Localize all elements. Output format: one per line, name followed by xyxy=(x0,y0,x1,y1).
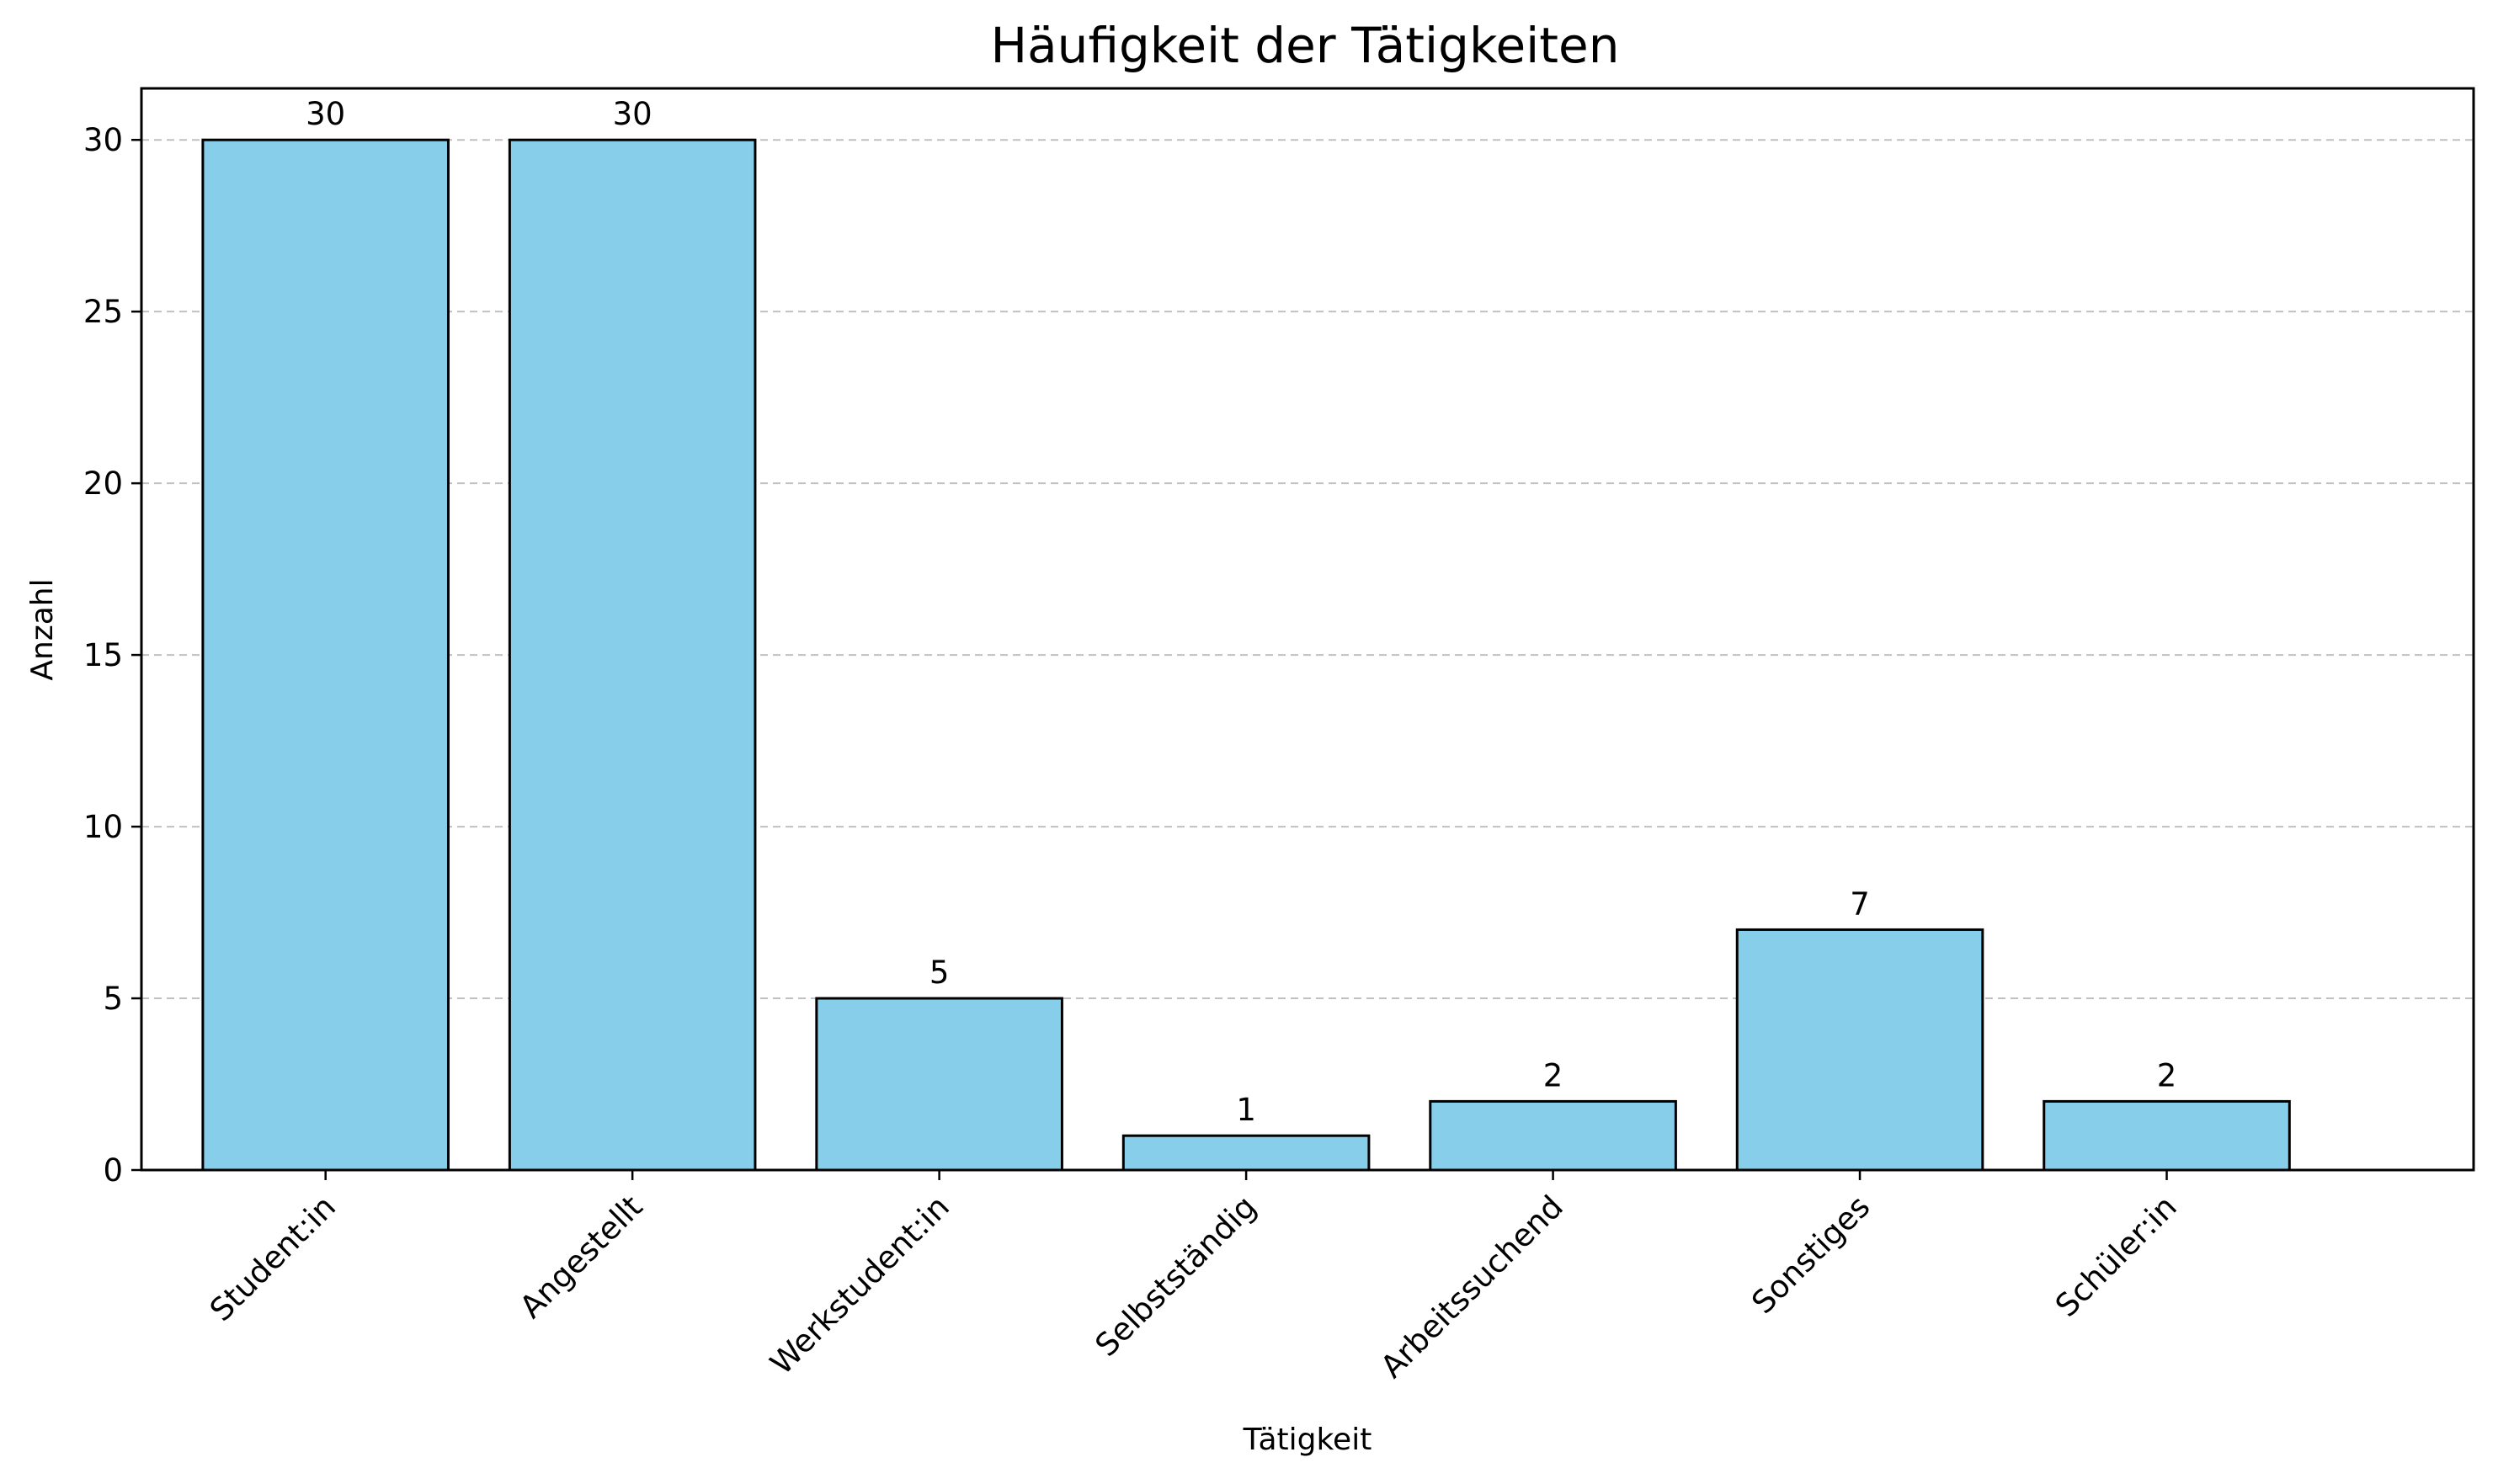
grid-lines xyxy=(141,139,2474,1000)
data-label: 30 xyxy=(613,96,652,132)
plot-frame xyxy=(140,87,2475,1172)
x-tick-label: Arbeitssuchend xyxy=(1374,1189,1570,1385)
x-tick-label: Schüler:in xyxy=(2048,1189,2184,1324)
x-axis-label: Tätigkeit xyxy=(1243,1423,1372,1457)
data-label: 2 xyxy=(2157,1057,2177,1093)
y-axis-ticks: 0 5 10 15 20 25 30 xyxy=(83,122,141,1189)
data-label: 2 xyxy=(1543,1057,1563,1093)
y-tick-label: 10 xyxy=(83,809,123,845)
x-tick-label: Werkstudent:in xyxy=(764,1189,956,1381)
y-tick-label: 20 xyxy=(83,465,123,502)
x-tick-label: Sonstiges xyxy=(1744,1189,1877,1321)
data-label: 30 xyxy=(306,96,345,132)
bars xyxy=(201,138,2291,1172)
data-label: 1 xyxy=(1236,1092,1256,1128)
bar xyxy=(1121,1134,1371,1172)
data-label: 5 xyxy=(929,955,950,991)
y-tick-label: 15 xyxy=(83,637,123,673)
y-tick-label: 5 xyxy=(103,981,123,1017)
chart-title: Häufigkeit der Tätigkeiten xyxy=(991,17,1620,74)
data-label: 7 xyxy=(1850,886,1870,922)
x-axis-ticks: Student:in Angestellt Werkstudent:in Selbst… xyxy=(203,1170,2184,1385)
x-tick-label: Selbstständig xyxy=(1089,1189,1264,1364)
bar xyxy=(2043,1099,2291,1172)
y-tick-label: 0 xyxy=(103,1152,123,1189)
bar xyxy=(508,138,757,1172)
x-tick-label: Student:in xyxy=(203,1189,343,1328)
y-axis-label: Anzahl xyxy=(25,578,60,680)
bar xyxy=(1735,928,1984,1172)
bar xyxy=(201,138,450,1172)
bar xyxy=(815,997,1063,1172)
x-tick-label: Angestellt xyxy=(513,1189,649,1325)
bar xyxy=(1429,1099,1677,1172)
y-tick-label: 25 xyxy=(83,294,123,330)
y-tick-label: 30 xyxy=(83,122,123,158)
